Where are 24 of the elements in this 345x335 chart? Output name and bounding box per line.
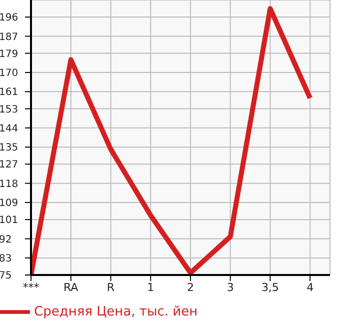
y-tick-label: 153: [0, 104, 18, 116]
y-tick-label: 83: [0, 253, 12, 264]
y-tick-label: 109: [0, 198, 18, 210]
y-tick-label: 196: [0, 12, 18, 24]
y-tick-label: 179: [0, 48, 18, 60]
x-tick-label: 3: [226, 280, 234, 294]
legend-label: Средняя Цена, тыс. йен: [34, 304, 198, 320]
x-tick-label: RA: [64, 280, 79, 294]
y-tick-label: 187: [0, 32, 18, 43]
y-tick-label: 135: [0, 142, 18, 154]
y-tick-label: 170: [0, 68, 18, 80]
y-tick-label: 75: [0, 270, 12, 282]
y-tick-label: 118: [0, 178, 18, 190]
y-tick-label: 127: [0, 160, 18, 171]
x-tick-label: R: [106, 280, 115, 294]
x-tick-label: 3,5: [261, 280, 279, 294]
x-tick-label: 1: [147, 280, 154, 294]
y-tick-label: 101: [0, 215, 18, 226]
x-tick-label: 4: [306, 280, 314, 294]
y-tick-label: 161: [0, 87, 18, 98]
y-tick-label: 144: [0, 123, 18, 134]
x-tick-label: ***: [22, 280, 40, 294]
x-tick-label: 2: [186, 280, 194, 294]
y-tick-label: 92: [0, 234, 12, 246]
